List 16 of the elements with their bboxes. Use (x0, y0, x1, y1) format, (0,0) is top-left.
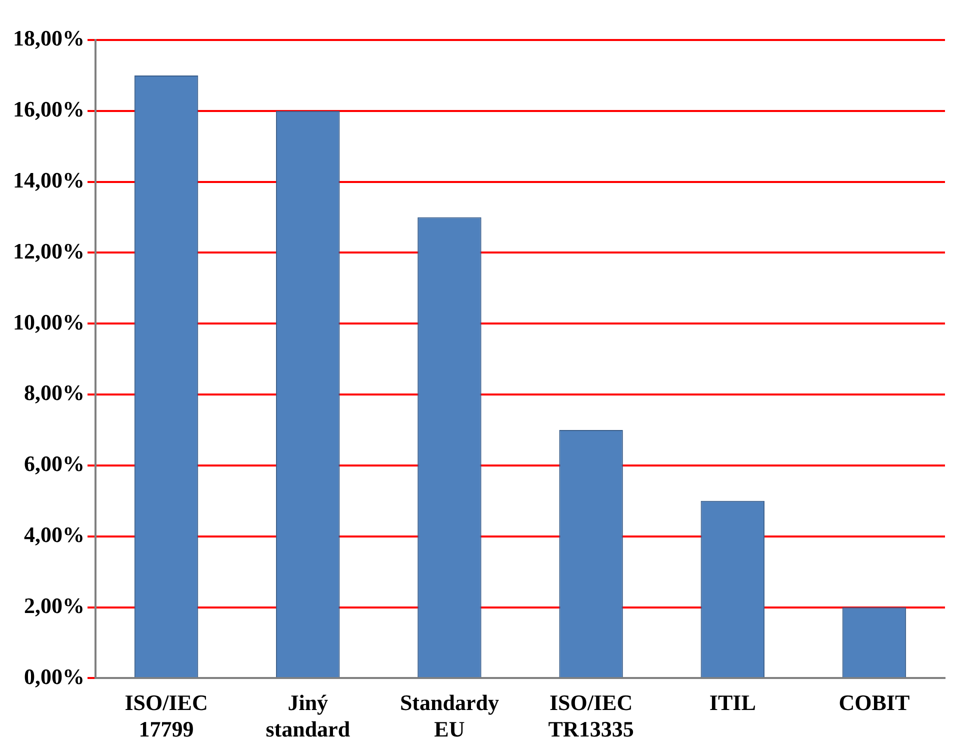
x-tick-label: ITIL (709, 690, 756, 716)
x-tick-label: Standardy EU (400, 690, 499, 742)
y-tick-label: 12,00% (13, 238, 84, 264)
y-tick-label: 6,00% (24, 451, 84, 476)
y-tick-label: 4,00% (24, 522, 84, 548)
y-tick-label: 0,00% (24, 664, 84, 689)
y-tick-label: 14,00% (13, 168, 84, 193)
y-tick-label: 18,00% (13, 26, 84, 51)
y-tick-label: 10,00% (13, 309, 84, 334)
x-tick-label: Jiný standard (266, 690, 350, 742)
y-tick-label: 16,00% (13, 96, 84, 122)
y-tick-label: 2,00% (24, 592, 84, 618)
x-tick-label: COBIT (838, 690, 910, 716)
x-tick-label: ISO/IEC 17799 (124, 690, 208, 742)
y-tick-label: 8,00% (24, 380, 84, 406)
x-tick-label: ISO/IEC TR13335 (548, 690, 634, 742)
